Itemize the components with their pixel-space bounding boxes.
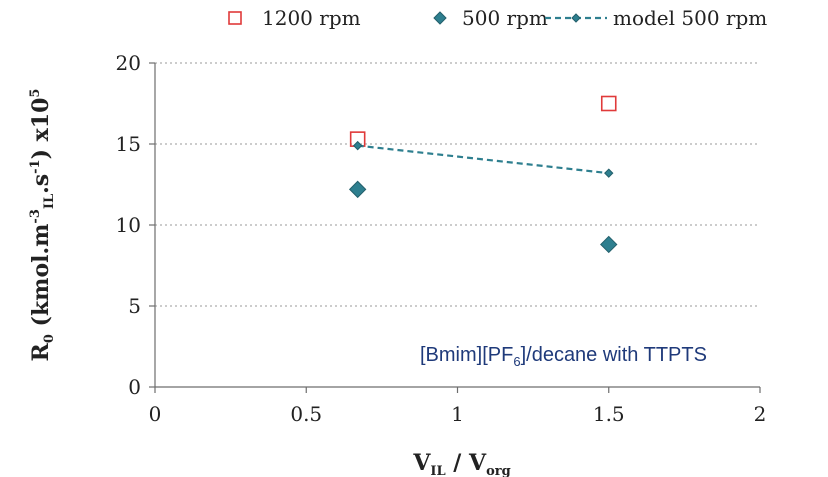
tick-labels: 0 5 10 15 20 0 0.5 1 1.5 2 bbox=[116, 51, 767, 426]
y-tick-label-20: 20 bbox=[116, 51, 141, 75]
x-tick-label-2: 2 bbox=[754, 402, 767, 426]
point-1200-rpm-2 bbox=[600, 95, 617, 112]
y-tick-label-10: 10 bbox=[116, 213, 141, 237]
point-model-500-rpm-2 bbox=[604, 168, 614, 178]
annotation-pre: [Bmim][PF bbox=[420, 344, 513, 366]
annotation-sub: 6 bbox=[513, 354, 520, 369]
annotation-post: ]/decane with TTPTS bbox=[521, 344, 707, 366]
x-tick-label-0: 0 bbox=[149, 402, 162, 426]
x-tick-label-1: 1 bbox=[451, 402, 464, 426]
legend: 1200 rpm 500 rpm model 500 rpm bbox=[228, 6, 767, 30]
x-axis-label: VIL / Vorg bbox=[412, 450, 510, 477]
data-marks bbox=[348, 95, 618, 254]
legend-marker-1200-rpm bbox=[228, 11, 242, 25]
x-tick-label-1.5: 1.5 bbox=[593, 402, 625, 426]
x-tick-label-0.5: 0.5 bbox=[290, 402, 322, 426]
annotation: [Bmim][PF6]/decane with TTPTS bbox=[420, 344, 707, 369]
series-line-model-500-rpm bbox=[357, 144, 609, 175]
y-tick-label-15: 15 bbox=[116, 132, 141, 156]
legend-label-model-500-rpm: model 500 rpm bbox=[613, 6, 767, 30]
gridlines bbox=[155, 62, 760, 307]
point-500-rpm-2 bbox=[600, 235, 618, 254]
legend-marker-model-500-rpm bbox=[571, 13, 581, 23]
legend-marker-500-rpm bbox=[433, 11, 447, 25]
y-axis-label: R0 (kmol.m-3IL.s-1) x105 bbox=[28, 89, 57, 362]
y-tick-label-0: 0 bbox=[128, 375, 141, 399]
point-model-500-rpm-1 bbox=[352, 140, 363, 151]
point-500-rpm-1 bbox=[348, 180, 367, 199]
axes bbox=[149, 62, 761, 393]
legend-label-500-rpm: 500 rpm bbox=[462, 6, 548, 30]
y-tick-label-5: 5 bbox=[128, 294, 141, 318]
legend-label-1200-rpm: 1200 rpm bbox=[262, 6, 361, 30]
